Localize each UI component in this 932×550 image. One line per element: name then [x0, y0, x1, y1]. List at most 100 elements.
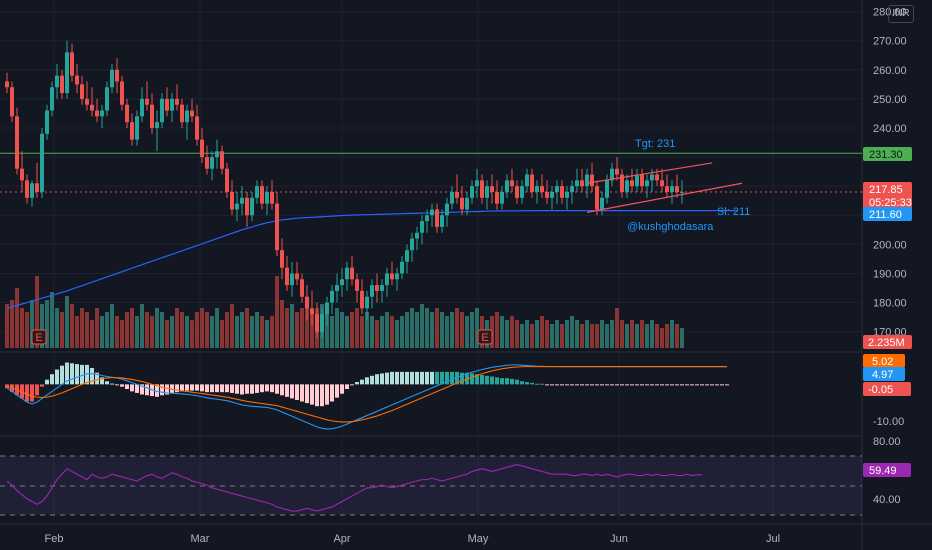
- macd-histogram-bar: [170, 384, 174, 393]
- candle-body: [285, 267, 289, 286]
- candle: [205, 145, 209, 175]
- macd-histogram-bar: [25, 384, 29, 402]
- macd-histogram-bar: [245, 384, 249, 394]
- candle-body: [350, 267, 354, 280]
- candle: [350, 256, 354, 286]
- candle-body: [615, 168, 619, 175]
- candle: [290, 261, 294, 297]
- candle: [50, 81, 54, 117]
- candle: [435, 203, 439, 233]
- macd-histogram-bar: [425, 371, 429, 385]
- macd-histogram-bar: [105, 381, 109, 385]
- macd-histogram-bar: [350, 384, 354, 386]
- volume-bar: [565, 320, 569, 348]
- macd-histogram-bar: [255, 384, 259, 393]
- macd-histogram-bar: [460, 372, 464, 385]
- volume-bar: [340, 312, 344, 348]
- macd-histogram-bar: [650, 384, 654, 386]
- candle-body: [410, 238, 414, 251]
- candle-body: [635, 174, 639, 187]
- macd-histogram-bar: [275, 384, 279, 394]
- last-price-badge: 217.85 05:25:33: [863, 182, 912, 210]
- volume-bar: [100, 316, 104, 348]
- volume-bar: [230, 304, 234, 348]
- macd-signal-badge: 5.02: [863, 354, 905, 368]
- candle-body: [315, 314, 319, 332]
- macd-histogram-bar: [160, 384, 164, 396]
- candle-body: [580, 180, 584, 187]
- volume-bar: [440, 312, 444, 348]
- candle: [400, 256, 404, 280]
- macd-histogram-bar: [130, 384, 134, 392]
- candle: [450, 186, 454, 210]
- candle: [200, 128, 204, 163]
- candle-body: [295, 273, 299, 280]
- macd-histogram-bar: [635, 384, 639, 386]
- candle: [320, 308, 324, 338]
- last-price-value: 217.85: [869, 184, 903, 196]
- volume-bar: [235, 316, 239, 348]
- macd-histogram-bar: [300, 384, 304, 402]
- volume-bar: [390, 316, 394, 348]
- candle-body: [190, 110, 194, 117]
- rsi-series: [6, 464, 703, 512]
- macd-histogram-bar: [325, 384, 329, 405]
- candle-body: [565, 192, 569, 198]
- ma-value: 211.60: [869, 209, 902, 221]
- volume-bar: [655, 324, 659, 348]
- stoploss-annotation: Sl: 211: [717, 206, 750, 218]
- macd-histogram-bar: [590, 384, 594, 386]
- earnings-marker[interactable]: E: [31, 329, 47, 345]
- volume-bar: [180, 312, 184, 348]
- candle: [565, 186, 569, 210]
- volume-bar: [350, 312, 354, 348]
- candle: [310, 290, 314, 326]
- macd-histogram-bar: [270, 384, 274, 393]
- currency-label[interactable]: INR: [888, 5, 914, 23]
- volume-bar: [70, 304, 74, 348]
- candle: [545, 180, 549, 204]
- price-axis-tick: 250.00: [873, 94, 907, 106]
- macd-histogram-bar: [675, 384, 679, 386]
- candle-body: [510, 180, 514, 187]
- volume-bar: [160, 312, 164, 348]
- volume-bar: [55, 308, 59, 348]
- candle: [70, 43, 74, 82]
- candle: [560, 180, 564, 204]
- candle: [20, 151, 24, 192]
- candle-body: [665, 186, 669, 192]
- volume-bar: [210, 316, 214, 348]
- candle-body: [245, 197, 249, 216]
- time-axis[interactable]: Feb Mar Apr May Jun Jul: [45, 533, 781, 545]
- price-axis-tick: 200.00: [873, 239, 907, 251]
- candle-body: [625, 180, 629, 192]
- candle: [630, 168, 634, 192]
- macd-histogram-bar: [445, 371, 449, 385]
- macd-histogram-bar: [530, 382, 534, 385]
- candle: [295, 261, 299, 286]
- price-axis-tick: 270.00: [873, 36, 907, 48]
- candle-body: [170, 98, 174, 111]
- candle-body: [205, 157, 209, 169]
- macd-histogram-bar: [430, 371, 434, 385]
- candle-body: [590, 174, 594, 187]
- macd-histogram-bar: [695, 384, 699, 386]
- macd-hist-badge: -0.05: [863, 382, 911, 396]
- candle-body: [175, 98, 179, 105]
- candle: [620, 168, 624, 198]
- volume-bar: [465, 316, 469, 348]
- candle: [445, 197, 449, 227]
- candle: [375, 273, 379, 303]
- macd-histogram-bar: [470, 373, 474, 385]
- earnings-marker[interactable]: E: [477, 329, 493, 345]
- candle: [170, 93, 174, 123]
- macd-histogram-bar: [585, 384, 589, 386]
- candle-body: [235, 203, 239, 210]
- candle: [100, 104, 104, 128]
- candle: [60, 69, 64, 99]
- candle: [495, 180, 499, 210]
- candle-body: [600, 197, 604, 210]
- target-annotation: Tgt: 231: [635, 138, 675, 150]
- volume-bar: [30, 300, 34, 348]
